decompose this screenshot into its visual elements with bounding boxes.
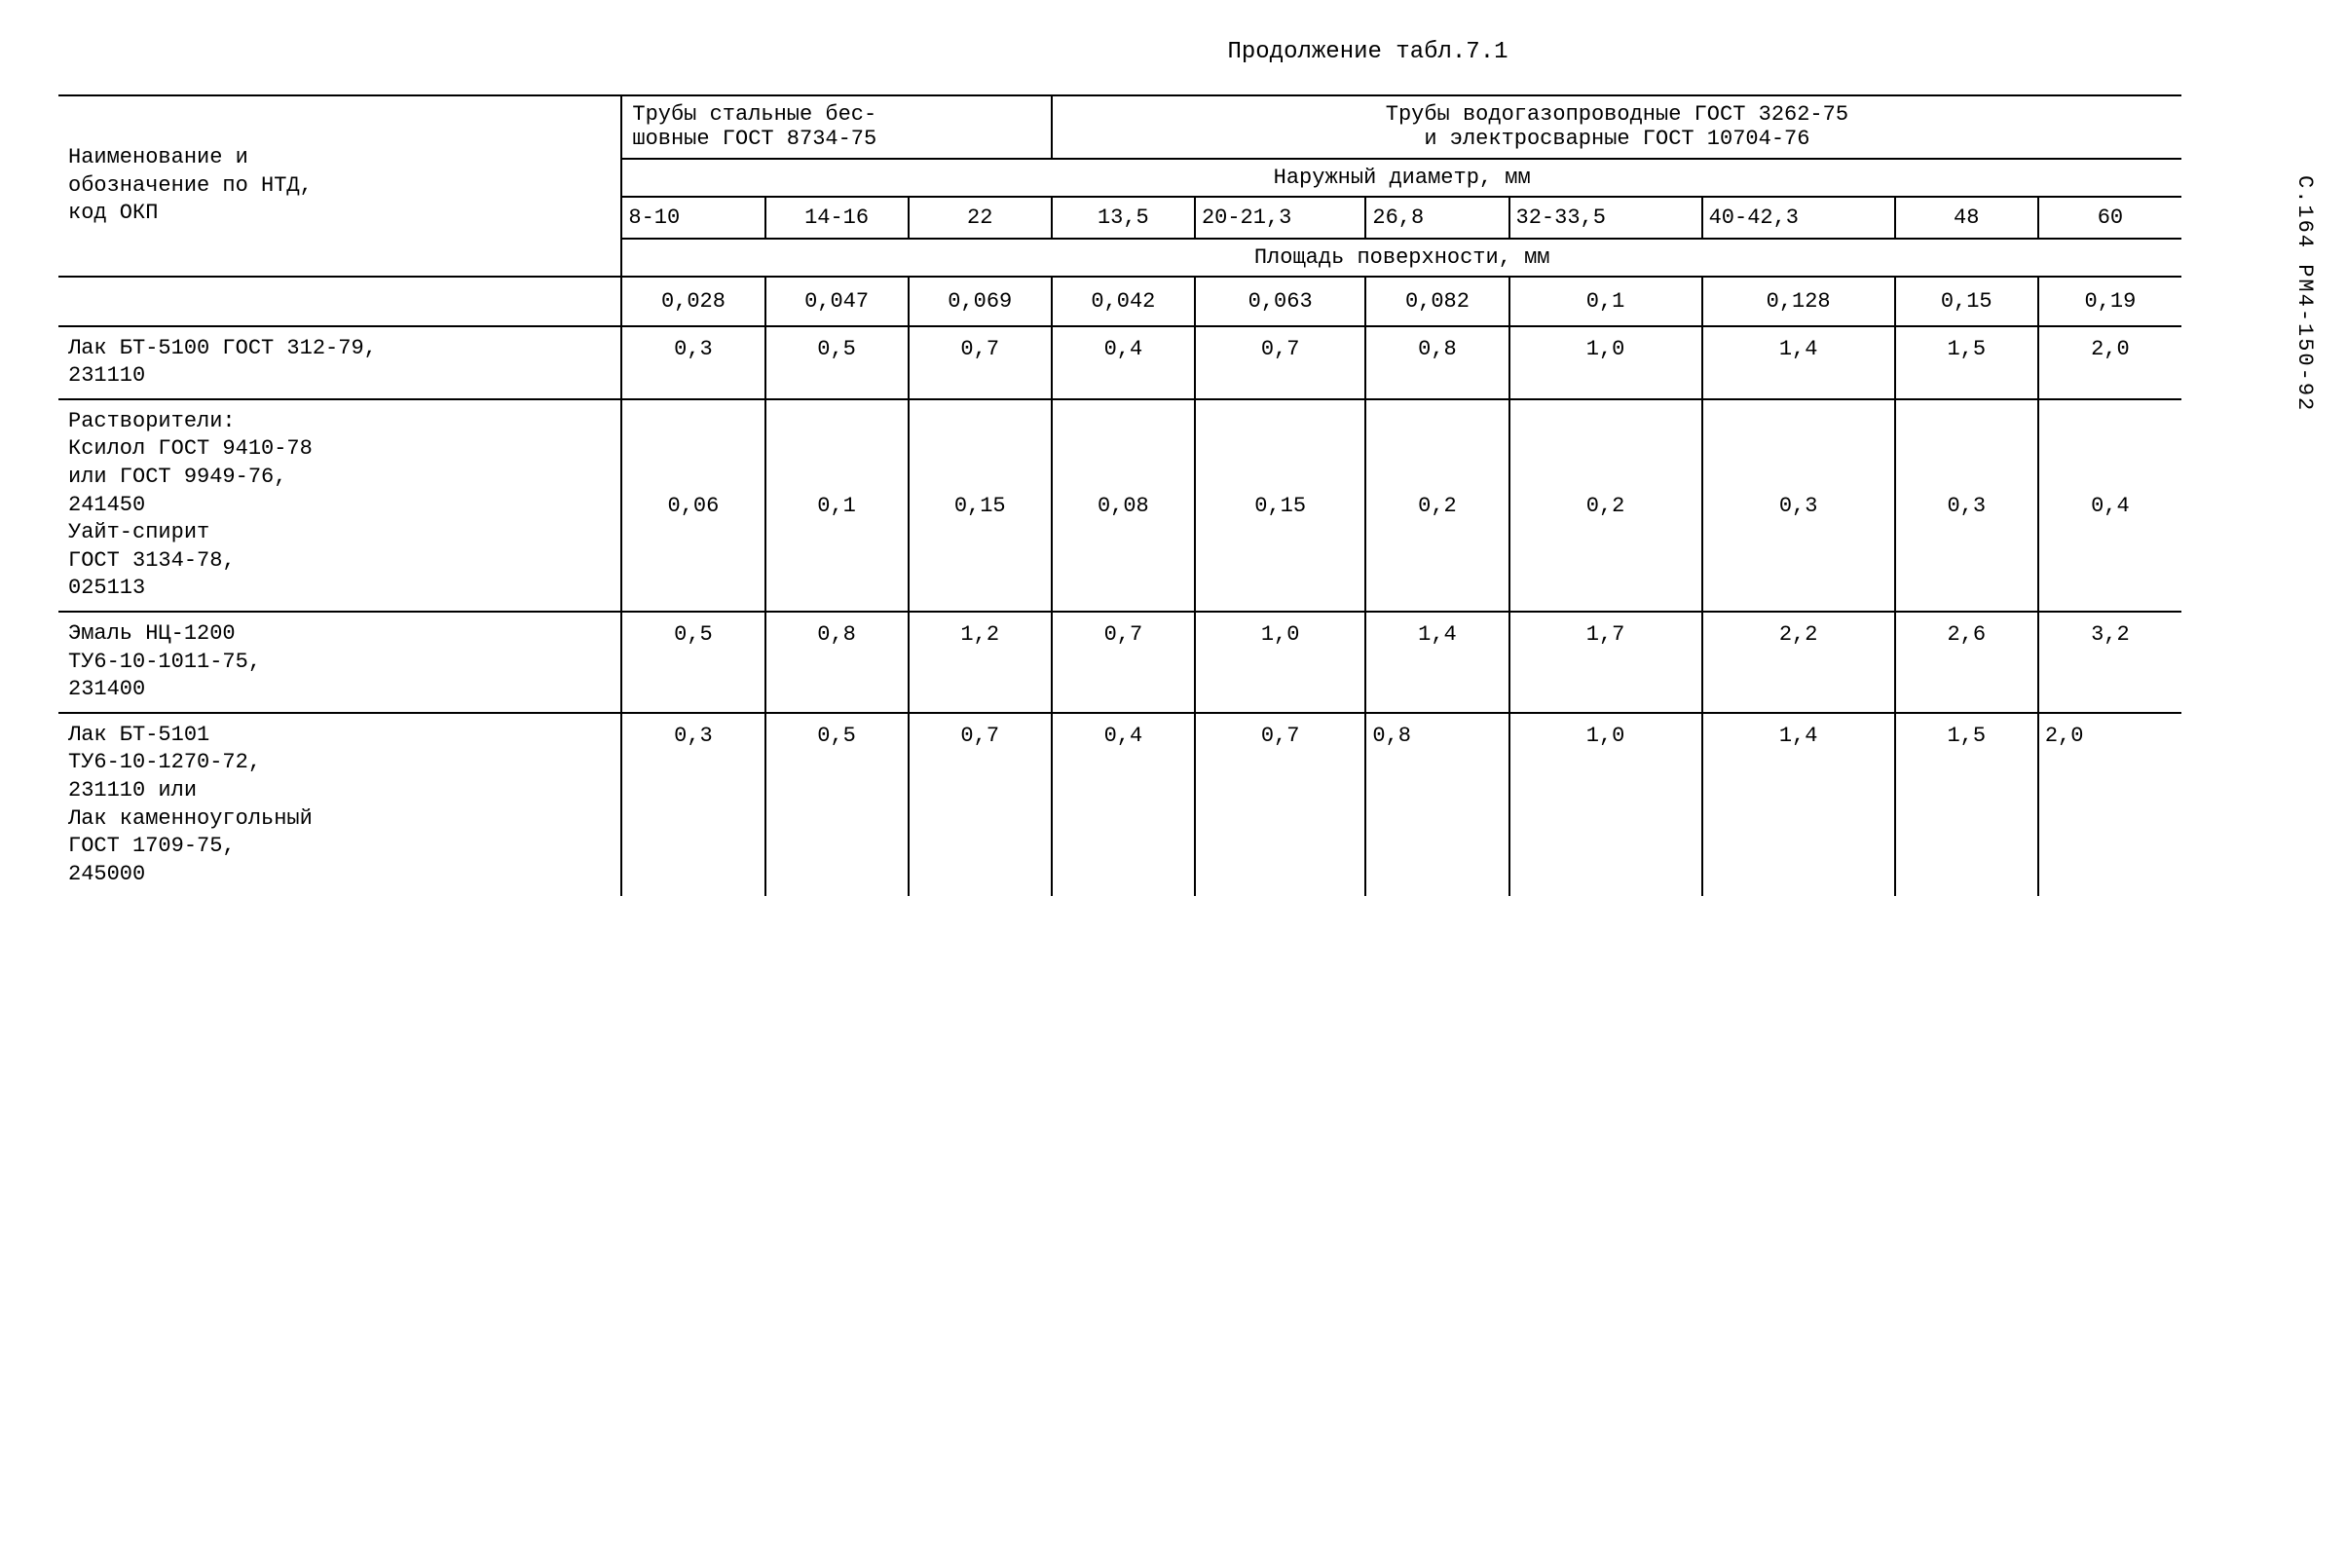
- cell: 0,3: [621, 326, 764, 399]
- cell: 0,4: [2038, 399, 2181, 612]
- diam-col: 26,8: [1365, 197, 1508, 239]
- surface-val: 0,063: [1195, 277, 1365, 326]
- surface-val: 0,1: [1509, 277, 1702, 326]
- cell: 3,2: [2038, 612, 2181, 713]
- cell: 0,3: [621, 713, 764, 897]
- surface-val: 0,047: [765, 277, 909, 326]
- surface-span: Площадь поверхности, мм: [621, 239, 2181, 277]
- surface-val: 0,19: [2038, 277, 2181, 326]
- table-row: Лак БТ-5101 ТУ6-10-1270-72, 231110 или Л…: [58, 713, 2181, 897]
- cell: 0,5: [621, 612, 764, 713]
- diam-col: 22: [909, 197, 1052, 239]
- diam-col: 20-21,3: [1195, 197, 1365, 239]
- cell: 0,3: [1702, 399, 1895, 612]
- surface-val: 0,082: [1365, 277, 1508, 326]
- table-caption: Продолжение табл.7.1: [448, 39, 2288, 65]
- table-row: Лак БТ-5100 ГОСТ 312-79, 231110 0,3 0,5 …: [58, 326, 2181, 399]
- cell: 2,2: [1702, 612, 1895, 713]
- surface-val: 0,042: [1052, 277, 1195, 326]
- cell: 0,15: [909, 399, 1052, 612]
- diam-col: 8-10: [621, 197, 764, 239]
- cell: 0,2: [1365, 399, 1508, 612]
- cell: 2,0: [2038, 326, 2181, 399]
- cell: 0,7: [1195, 713, 1365, 897]
- row-label: Растворители: Ксилол ГОСТ 9410-78 или ГО…: [58, 399, 621, 612]
- cell: 2,0: [2038, 713, 2181, 897]
- surface-values-row: 0,028 0,047 0,069 0,042 0,063 0,082 0,1 …: [58, 277, 2181, 326]
- group-header-b: Трубы водогазопроводные ГОСТ 3262-75 и э…: [1052, 95, 2181, 159]
- diameter-span: Наружный диаметр, мм: [621, 159, 2181, 197]
- cell: 0,4: [1052, 713, 1195, 897]
- cell: 0,5: [765, 713, 909, 897]
- page-side-label: С.164 РМ4-150-92: [2292, 175, 2317, 412]
- cell: 1,4: [1702, 713, 1895, 897]
- surface-val: 0,069: [909, 277, 1052, 326]
- cell: 0,8: [1365, 713, 1508, 897]
- cell: 0,7: [1052, 612, 1195, 713]
- cell: 0,2: [1509, 399, 1702, 612]
- data-table: Наименование и обозначение по НТД, код О…: [58, 94, 2181, 896]
- cell: 1,0: [1195, 612, 1365, 713]
- surface-val: 0,028: [621, 277, 764, 326]
- cell: 0,3: [1895, 399, 2038, 612]
- diam-col: 14-16: [765, 197, 909, 239]
- cell: 1,5: [1895, 326, 2038, 399]
- cell: 0,4: [1052, 326, 1195, 399]
- cell: 0,5: [765, 326, 909, 399]
- cell: 1,4: [1365, 612, 1508, 713]
- cell: 0,06: [621, 399, 764, 612]
- diam-col: 48: [1895, 197, 2038, 239]
- cell: 0,8: [765, 612, 909, 713]
- diam-col: 32-33,5: [1509, 197, 1702, 239]
- diam-col: 13,5: [1052, 197, 1195, 239]
- empty-rowhead: [58, 277, 621, 326]
- diam-col: 40-42,3: [1702, 197, 1895, 239]
- cell: 0,1: [765, 399, 909, 612]
- cell: 0,08: [1052, 399, 1195, 612]
- cell: 0,7: [909, 326, 1052, 399]
- row-header-title: Наименование и обозначение по НТД, код О…: [58, 95, 621, 277]
- group-header-a: Трубы стальные бес- шовные ГОСТ 8734-75: [621, 95, 1051, 159]
- surface-val: 0,128: [1702, 277, 1895, 326]
- row-label: Лак БТ-5101 ТУ6-10-1270-72, 231110 или Л…: [58, 713, 621, 897]
- cell: 1,0: [1509, 326, 1702, 399]
- cell: 1,5: [1895, 713, 2038, 897]
- cell: 0,7: [909, 713, 1052, 897]
- surface-val: 0,15: [1895, 277, 2038, 326]
- table-row: Эмаль НЦ-1200 ТУ6-10-1011-75, 231400 0,5…: [58, 612, 2181, 713]
- cell: 1,0: [1509, 713, 1702, 897]
- cell: 1,4: [1702, 326, 1895, 399]
- row-label: Лак БТ-5100 ГОСТ 312-79, 231110: [58, 326, 621, 399]
- table-row: Растворители: Ксилол ГОСТ 9410-78 или ГО…: [58, 399, 2181, 612]
- diam-col: 60: [2038, 197, 2181, 239]
- cell: 2,6: [1895, 612, 2038, 713]
- cell: 0,8: [1365, 326, 1508, 399]
- cell: 1,7: [1509, 612, 1702, 713]
- group-header-row: Наименование и обозначение по НТД, код О…: [58, 95, 2181, 159]
- cell: 0,15: [1195, 399, 1365, 612]
- cell: 1,2: [909, 612, 1052, 713]
- row-label: Эмаль НЦ-1200 ТУ6-10-1011-75, 231400: [58, 612, 621, 713]
- cell: 0,7: [1195, 326, 1365, 399]
